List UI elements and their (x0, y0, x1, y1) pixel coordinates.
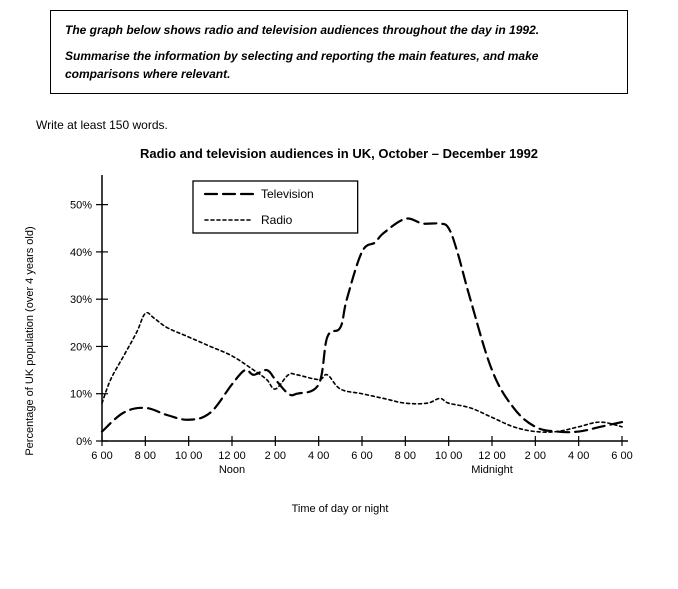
svg-text:6 00: 6 00 (91, 450, 112, 462)
svg-text:12 00: 12 00 (478, 450, 506, 462)
television-series-line (102, 218, 622, 432)
svg-text:12 00: 12 00 (218, 450, 246, 462)
prompt-line-2: Summarise the information by selecting a… (65, 47, 613, 83)
legend-label-radio: Radio (261, 213, 293, 227)
x-axis-label: Time of day or night (40, 503, 640, 515)
svg-text:2 00: 2 00 (265, 450, 286, 462)
chart-area: Percentage of UK population (over 4 year… (40, 167, 640, 515)
radio-series-line (102, 313, 622, 433)
line-chart-svg: 0% 10% 20% 30% 40% 50% 6 00 8 00 10 00 12 00 2 00 4… (40, 167, 640, 497)
svg-text:0%: 0% (76, 436, 92, 448)
word-count-instruction: Write at least 150 words. (36, 118, 648, 132)
svg-text:10 00: 10 00 (175, 450, 203, 462)
svg-text:6 00: 6 00 (611, 450, 632, 462)
spacer (65, 39, 613, 47)
svg-text:8 00: 8 00 (395, 450, 416, 462)
legend-label-tv: Television (261, 187, 314, 201)
svg-text:Noon: Noon (219, 464, 245, 476)
page: The graph below shows radio and televisi… (0, 0, 678, 589)
svg-text:4 00: 4 00 (308, 450, 329, 462)
svg-text:10 00: 10 00 (435, 450, 463, 462)
svg-text:50%: 50% (70, 200, 92, 212)
prompt-line-1: The graph below shows radio and televisi… (65, 21, 613, 39)
y-axis-label: Percentage of UK population (over 4 year… (24, 226, 36, 455)
svg-text:30%: 30% (70, 294, 92, 306)
svg-text:Midnight: Midnight (471, 464, 513, 476)
svg-text:20%: 20% (70, 341, 92, 353)
chart-title: Radio and television audiences in UK, Oc… (30, 146, 648, 161)
svg-text:2 00: 2 00 (525, 450, 546, 462)
svg-text:10%: 10% (70, 389, 92, 401)
svg-text:6 00: 6 00 (351, 450, 372, 462)
svg-text:8 00: 8 00 (135, 450, 156, 462)
task-prompt-box: The graph below shows radio and televisi… (50, 10, 628, 94)
svg-text:4 00: 4 00 (568, 450, 589, 462)
svg-text:40%: 40% (70, 247, 92, 259)
